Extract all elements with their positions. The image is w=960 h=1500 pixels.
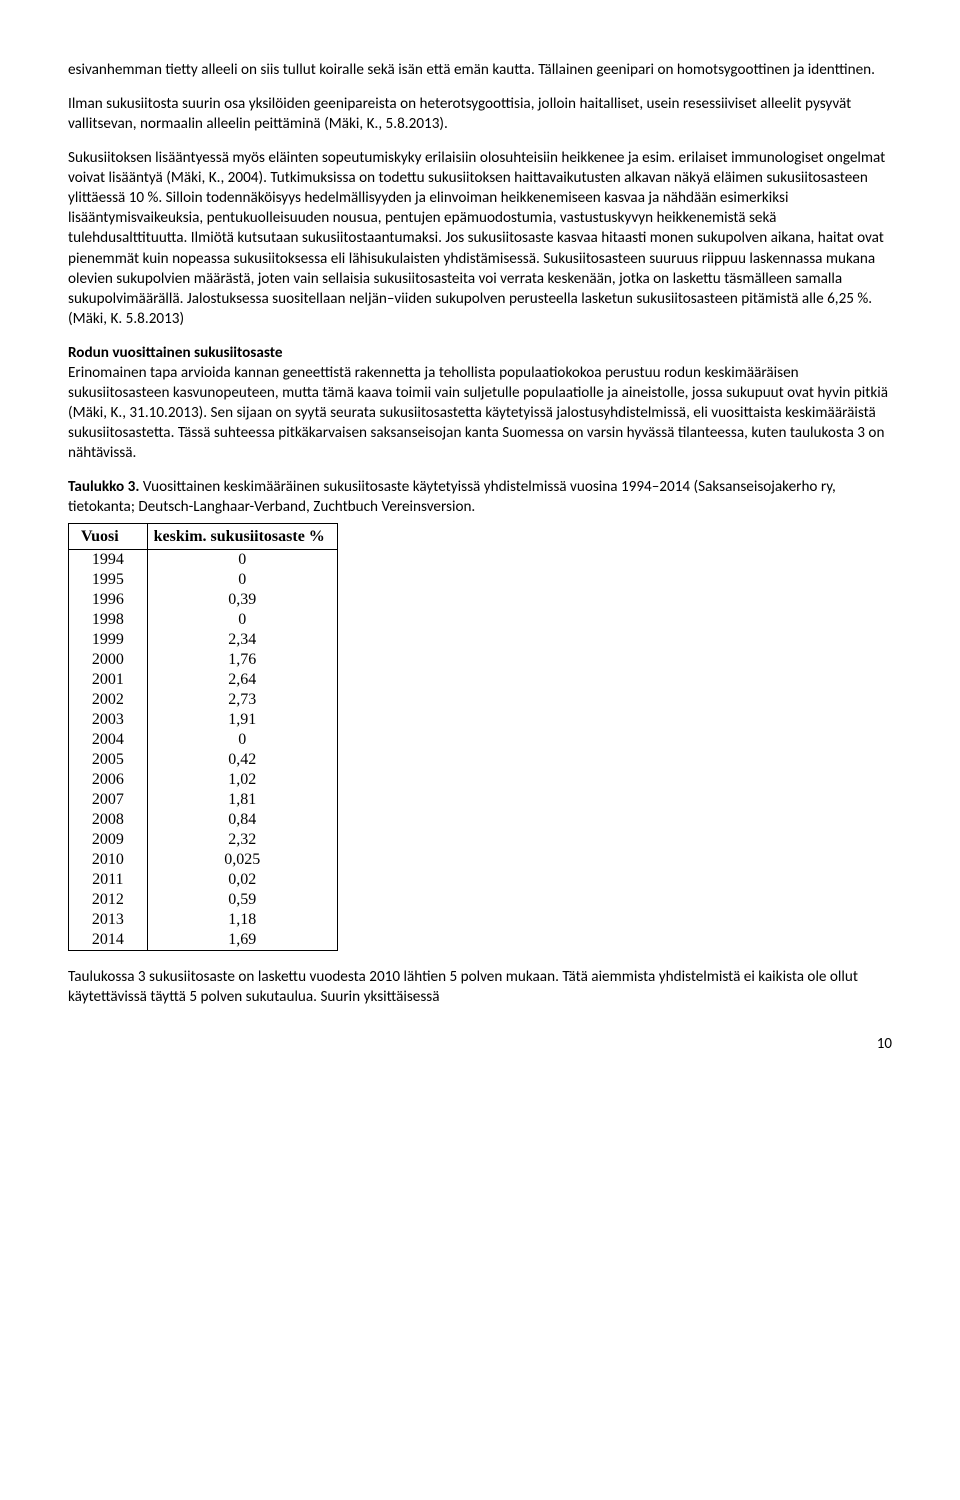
cell-value: 0,39 <box>147 590 337 610</box>
page-number: 10 <box>68 1035 892 1055</box>
cell-value: 1,91 <box>147 710 337 730</box>
cell-value: 1,76 <box>147 650 337 670</box>
cell-value: 1,69 <box>147 930 337 951</box>
cell-year: 2011 <box>69 870 148 890</box>
table-row: 20110,02 <box>69 870 338 890</box>
table-header-value: keskim. sukusiitosaste % <box>147 524 337 550</box>
table-row: 20092,32 <box>69 830 338 850</box>
cell-value: 2,64 <box>147 670 337 690</box>
cell-year: 2001 <box>69 670 148 690</box>
cell-year: 2008 <box>69 810 148 830</box>
cell-year: 1998 <box>69 610 148 630</box>
cell-value: 0 <box>147 610 337 630</box>
paragraph-5: Taulukossa 3 sukusiitosaste on laskettu … <box>68 967 892 1007</box>
table-row: 19940 <box>69 550 338 571</box>
paragraph-2: Ilman sukusiitosta suurin osa yksilöiden… <box>68 94 892 134</box>
cell-value: 2,34 <box>147 630 337 650</box>
table-caption-text: Vuosittainen keskimääräinen sukusiitosas… <box>68 478 836 516</box>
cell-year: 2004 <box>69 730 148 750</box>
table-row: 19950 <box>69 570 338 590</box>
table-row: 20080,84 <box>69 810 338 830</box>
table-row: 19992,34 <box>69 630 338 650</box>
table-caption: Taulukko 3. Vuosittainen keskimääräinen … <box>68 477 892 517</box>
table-row: 20012,64 <box>69 670 338 690</box>
table-row: 20071,81 <box>69 790 338 810</box>
table-row: 20001,76 <box>69 650 338 670</box>
cell-year: 1996 <box>69 590 148 610</box>
cell-value: 0,84 <box>147 810 337 830</box>
table-caption-label: Taulukko 3. <box>68 478 139 496</box>
table-row: 19960,39 <box>69 590 338 610</box>
table-row: 20141,69 <box>69 930 338 951</box>
section-heading: Rodun vuosittainen sukusiitosaste <box>68 343 892 363</box>
cell-year: 2010 <box>69 850 148 870</box>
cell-value: 1,81 <box>147 790 337 810</box>
table-row: 20131,18 <box>69 910 338 930</box>
table-row: 20100,025 <box>69 850 338 870</box>
cell-year: 2002 <box>69 690 148 710</box>
cell-year: 2003 <box>69 710 148 730</box>
table-row: 20120,59 <box>69 890 338 910</box>
table-header-year: Vuosi <box>69 524 148 550</box>
cell-year: 2000 <box>69 650 148 670</box>
cell-value: 0 <box>147 550 337 571</box>
table-row: 20050,42 <box>69 750 338 770</box>
cell-year: 1995 <box>69 570 148 590</box>
cell-year: 2012 <box>69 890 148 910</box>
cell-year: 2005 <box>69 750 148 770</box>
cell-value: 0,59 <box>147 890 337 910</box>
cell-year: 2013 <box>69 910 148 930</box>
cell-value: 2,32 <box>147 830 337 850</box>
cell-value: 0 <box>147 730 337 750</box>
cell-year: 2006 <box>69 770 148 790</box>
paragraph-1: esivanhemman tietty alleeli on siis tull… <box>68 60 892 80</box>
table-row: 20022,73 <box>69 690 338 710</box>
cell-year: 2007 <box>69 790 148 810</box>
cell-value: 1,02 <box>147 770 337 790</box>
cell-year: 2009 <box>69 830 148 850</box>
cell-year: 1999 <box>69 630 148 650</box>
table-body: 199401995019960,391998019992,3420001,762… <box>69 550 338 951</box>
cell-year: 1994 <box>69 550 148 571</box>
inbreeding-table: Vuosi keskim. sukusiitosaste % 199401995… <box>68 523 338 951</box>
cell-value: 0,02 <box>147 870 337 890</box>
cell-value: 0 <box>147 570 337 590</box>
table-row: 20031,91 <box>69 710 338 730</box>
cell-value: 1,18 <box>147 910 337 930</box>
paragraph-4: Erinomainen tapa arvioida kannan geneett… <box>68 363 892 463</box>
paragraph-3: Sukusiitoksen lisääntyessä myös eläinten… <box>68 148 892 329</box>
table-row: 20040 <box>69 730 338 750</box>
cell-value: 0,42 <box>147 750 337 770</box>
table-row: 19980 <box>69 610 338 630</box>
cell-value: 0,025 <box>147 850 337 870</box>
cell-value: 2,73 <box>147 690 337 710</box>
table-row: 20061,02 <box>69 770 338 790</box>
cell-year: 2014 <box>69 930 148 951</box>
